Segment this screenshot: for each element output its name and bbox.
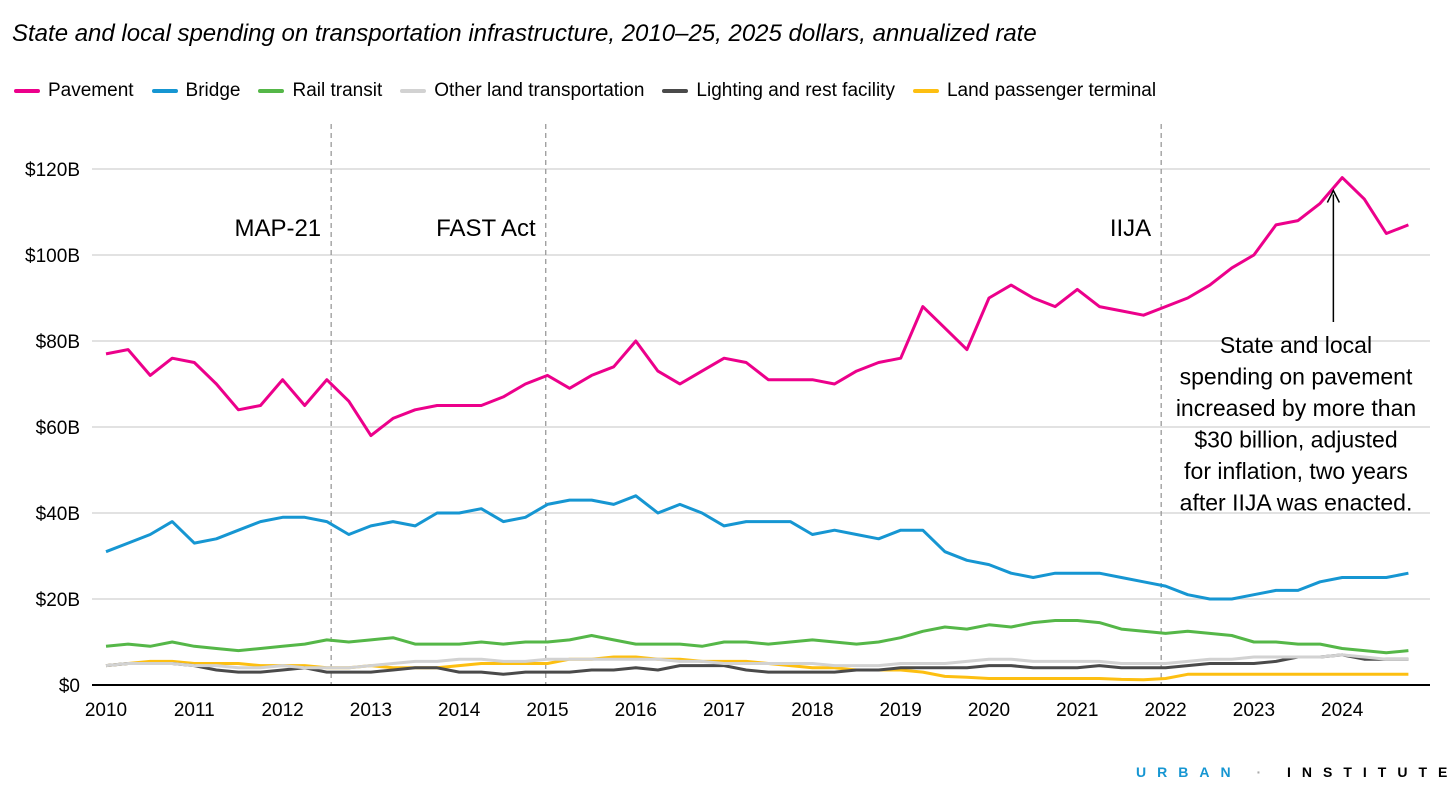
legend-swatch — [912, 89, 939, 93]
y-tick-label: $120B — [25, 160, 80, 181]
y-tick-label: $60B — [36, 418, 80, 439]
x-tick-label: 2013 — [350, 700, 392, 721]
series-line — [105, 653, 1409, 676]
series-line — [105, 494, 1409, 601]
x-tick-label: 2015 — [526, 700, 568, 721]
x-tick-label: 2011 — [174, 700, 215, 721]
x-tick-label: 2018 — [791, 700, 833, 721]
legend-item: Pavement — [14, 80, 134, 102]
event-label: MAP-21 — [234, 215, 321, 242]
legend-label: Land passenger terminal — [946, 80, 1157, 101]
event-label: IIJA — [1110, 215, 1151, 242]
legend-item: Rail transit — [258, 80, 382, 102]
chart-title: State and local spending on transportati… — [12, 20, 1037, 47]
legend-label: Pavement — [48, 80, 134, 101]
legend-label: Rail transit — [292, 80, 383, 101]
legend-item: Bridge — [151, 80, 241, 102]
legend-swatch — [151, 89, 178, 93]
y-tick-label: $0 — [59, 676, 80, 697]
legend-label: Bridge — [185, 80, 241, 101]
x-tick-label: 2017 — [703, 700, 745, 721]
annotation-text: increased by more than — [1176, 395, 1416, 421]
x-tick-label: 2023 — [1233, 700, 1275, 721]
legend-label: Other land transportation — [434, 80, 645, 101]
x-tick-label: 2024 — [1321, 700, 1364, 721]
series-line — [105, 176, 1409, 438]
legend-item: Other land transportation — [400, 80, 644, 102]
logo-urban: URBAN — [1136, 764, 1242, 780]
logo-separator: · — [1256, 764, 1273, 780]
legend-item: Lighting and rest facility — [662, 80, 895, 102]
legend: Pavement Bridge Rail transit Other land tra… — [14, 80, 1156, 102]
legend-swatch — [258, 89, 285, 93]
y-tick-label: $40B — [36, 504, 80, 525]
x-tick-label: 2019 — [880, 700, 922, 721]
annotation-text: $30 billion, adjusted — [1194, 427, 1397, 453]
legend-swatch — [14, 89, 40, 93]
arrow-head-icon — [1326, 188, 1341, 203]
y-tick-label: $20B — [36, 590, 80, 611]
event-label: FAST Act — [436, 215, 536, 242]
x-tick-label: 2010 — [85, 700, 127, 721]
annotation-text: State and local — [1220, 332, 1372, 358]
x-tick-label: 2012 — [261, 700, 303, 721]
y-tick-label: $80B — [36, 332, 80, 353]
x-tick-label: 2016 — [615, 700, 657, 721]
legend-label: Lighting and rest facility — [696, 80, 895, 101]
legend-swatch — [662, 89, 689, 93]
x-tick-label: 2020 — [968, 700, 1010, 721]
x-tick-label: 2022 — [1144, 700, 1186, 721]
legend-swatch — [400, 89, 427, 93]
logo-institute: INSTITUTE — [1287, 764, 1456, 780]
annotation-text: after IIJA was enacted. — [1180, 490, 1413, 516]
series-line — [105, 653, 1409, 670]
urban-institute-logo: URBAN · INSTITUTE — [1136, 764, 1456, 780]
x-tick-label: 2021 — [1056, 700, 1098, 721]
legend-item: Land passenger terminal — [912, 80, 1157, 102]
series-line — [105, 619, 1409, 655]
y-tick-label: $100B — [25, 246, 80, 267]
x-tick-label: 2014 — [438, 700, 481, 721]
annotation-text: spending on pavement — [1180, 364, 1413, 390]
annotation-text: for inflation, two years — [1184, 458, 1408, 484]
